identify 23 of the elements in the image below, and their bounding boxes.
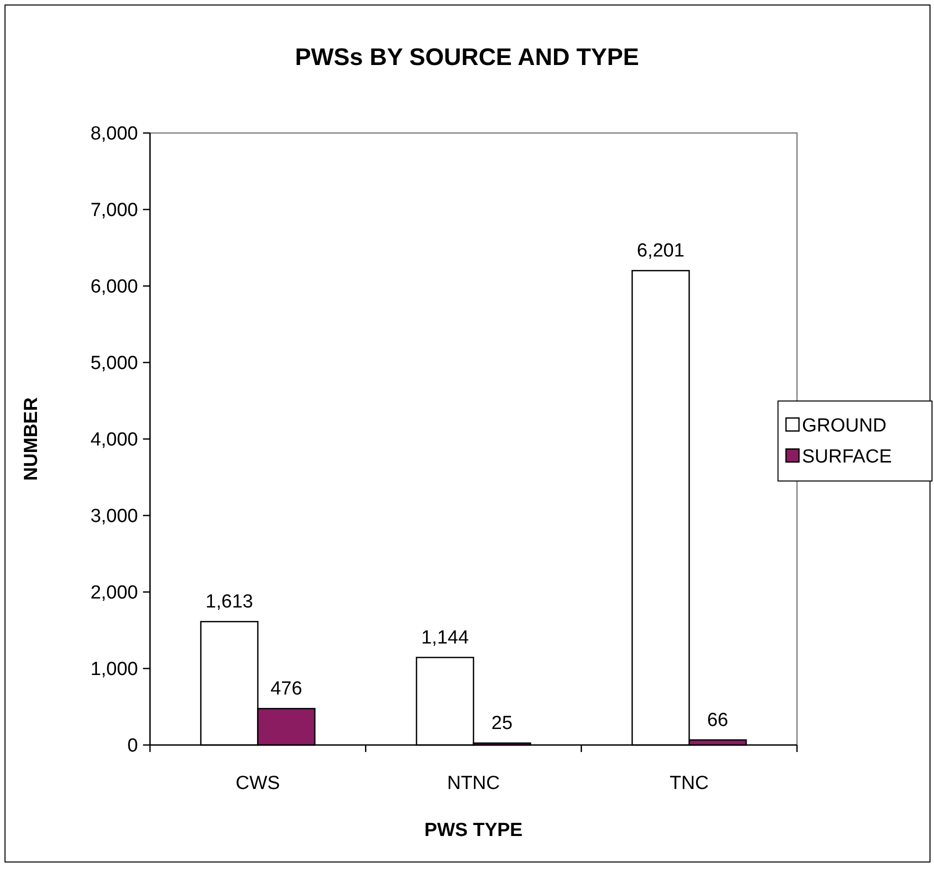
y-tick-label: 3,000 — [90, 506, 138, 528]
y-axis-title: NUMBER — [21, 397, 42, 481]
legend-label: GROUND — [802, 416, 886, 437]
y-tick-label: 0 — [127, 736, 138, 757]
y-tick-label: 8,000 — [90, 124, 138, 145]
text: 66 — [707, 710, 728, 731]
text: 1,613 — [206, 592, 254, 613]
x-axis-title: PWS TYPE — [424, 820, 523, 841]
y-tick-label: 4,000 — [90, 430, 138, 451]
x-tick-label: TNC — [670, 773, 709, 794]
chart-title: PWSs BY SOURCE AND TYPE — [294, 44, 640, 71]
x-tick-label: NTNC — [447, 773, 500, 794]
text: 25 — [491, 713, 513, 734]
x-tick-label: CWS — [236, 773, 280, 794]
y-tick-label: 1,000 — [90, 659, 138, 680]
text: 476 — [270, 678, 302, 700]
legend-label: SURFACE — [802, 446, 892, 468]
y-tick-label: 2,000 — [90, 582, 138, 604]
y-tick-label: 5,000 — [90, 353, 138, 374]
y-tick-label: 6,000 — [90, 276, 138, 298]
text: 1,144 — [421, 627, 469, 648]
text: 6,201 — [636, 240, 684, 262]
y-tick-label: 7,000 — [90, 200, 138, 222]
